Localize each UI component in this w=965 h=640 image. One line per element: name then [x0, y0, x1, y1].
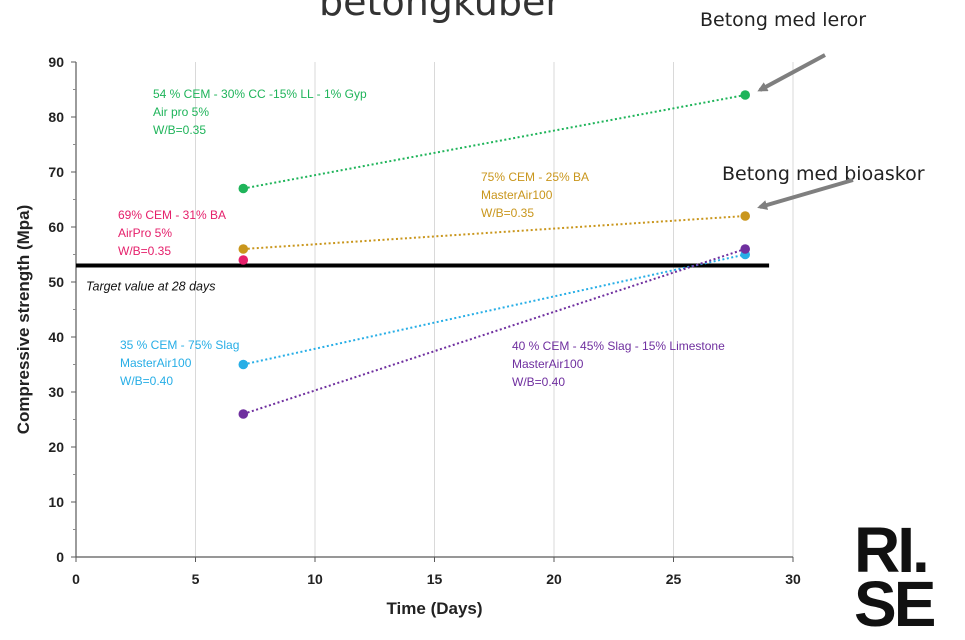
callout-bioaskor: Betong med bioaskor	[722, 163, 925, 185]
x-tick-label: 10	[307, 571, 323, 587]
series-purple: 40 % CEM - 45% Slag - 15% Limestone Maste…	[238, 244, 750, 419]
y-tick-label: 40	[48, 329, 64, 345]
series-label: MasterAir100	[512, 357, 584, 371]
series-trendline	[242, 248, 746, 415]
rise-logo: RI. SE	[854, 514, 936, 640]
slide: betongkuber Betong med leror Betong med …	[14, 0, 936, 640]
series-layer: 54 % CEM - 30% CC -15% LL - 1% Gyp Air pr…	[118, 87, 750, 419]
data-point	[238, 409, 249, 419]
x-tick-label: 20	[546, 571, 562, 587]
vertical-gridlines	[195, 62, 794, 557]
y-tick-label: 20	[48, 439, 64, 455]
x-tick-label: 0	[72, 571, 80, 587]
data-point	[238, 183, 249, 194]
y-tick-label: 50	[48, 274, 64, 290]
series-label: 69% CEM - 31% BA	[118, 208, 226, 222]
series-trendline	[243, 215, 746, 250]
data-point	[238, 255, 249, 265]
series-trendline	[243, 253, 746, 366]
series-label: 35 % CEM - 75% Slag	[120, 338, 239, 352]
series-label: Air pro 5%	[153, 105, 209, 119]
x-tick-label: 15	[427, 571, 443, 587]
x-tick-label: 30	[785, 571, 801, 587]
series-label: W/B=0.35	[481, 206, 534, 220]
x-tick-label: 5	[192, 571, 200, 587]
series-green: 54 % CEM - 30% CC -15% LL - 1% Gyp Air pr…	[153, 87, 750, 194]
series-label: W/B=0.35	[118, 244, 171, 258]
y-axis-title: Compressive strength (Mpa)	[14, 205, 33, 435]
x-axis-title: Time (Days)	[386, 599, 482, 618]
data-point	[740, 90, 750, 100]
series-label: 54 % CEM - 30% CC -15% LL - 1% Gyp	[153, 87, 367, 101]
y-tick-label: 60	[48, 219, 64, 235]
data-point	[740, 211, 750, 221]
strength-chart: 0 10 20 30 40 50 60 70 80 90 0 5 10 15 20 25 30 Target v…	[14, 53, 854, 618]
data-point	[238, 359, 249, 370]
arrow-leror	[757, 53, 826, 92]
series-label: AirPro 5%	[118, 226, 172, 240]
series-blue: 35 % CEM - 75% Slag MasterAir100 W/B=0.40	[120, 249, 750, 388]
series-label: W/B=0.40	[120, 374, 173, 388]
target-label: Target value at 28 days	[86, 280, 216, 294]
callout-leror: Betong med leror	[700, 9, 867, 31]
x-tick-label: 25	[666, 571, 682, 587]
axis-ticks: 0 10 20 30 40 50 60 70 80 90 0 5 10 15 20 25 30	[48, 54, 801, 587]
series-gold: 75% CEM - 25% BA MasterAir100 W/B=0.35	[238, 170, 750, 254]
y-tick-label: 80	[48, 109, 64, 125]
series-label: W/B=0.40	[512, 375, 565, 389]
series-label: W/B=0.35	[153, 123, 206, 137]
y-tick-label: 30	[48, 384, 64, 400]
series-pink: 69% CEM - 31% BA AirPro 5% W/B=0.35	[118, 208, 249, 265]
y-tick-label: 90	[48, 54, 64, 70]
series-label: 40 % CEM - 45% Slag - 15% Limestone	[512, 339, 725, 353]
series-label: MasterAir100	[120, 356, 192, 370]
series-label: 75% CEM - 25% BA	[481, 170, 589, 184]
y-tick-label: 10	[48, 494, 64, 510]
data-point	[740, 244, 750, 254]
y-tick-label: 70	[48, 164, 64, 180]
series-label: MasterAir100	[481, 188, 553, 202]
arrow-bioaskor	[757, 178, 854, 210]
data-point	[238, 244, 249, 254]
slide-title: betongkuber	[319, 0, 561, 24]
y-tick-label: 0	[56, 549, 64, 565]
